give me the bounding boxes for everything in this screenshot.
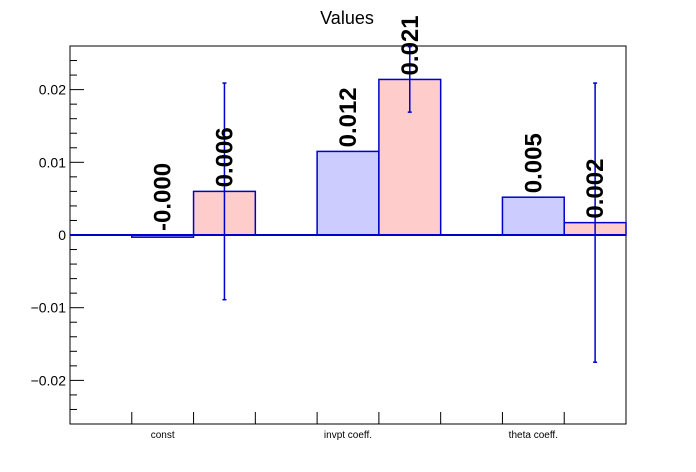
error-bars-layer: [222, 45, 598, 363]
data-label: 0.002: [582, 159, 609, 219]
category-label: invpt coeff.: [324, 430, 372, 441]
data-label: 0.021: [397, 15, 424, 75]
data-labels-layer: -0.000 0.012 0.005 0.006 0.021 0.002: [150, 15, 609, 231]
y-tick-label: 0: [58, 227, 66, 243]
y-tick-label: 0.01: [39, 154, 66, 170]
y-tick-label: −0.01: [31, 300, 67, 316]
y-tick-label: 0.02: [39, 82, 66, 98]
y-tick-label: −0.02: [31, 372, 67, 388]
category-label: theta coeff.: [509, 430, 558, 441]
data-label: 0.006: [211, 127, 238, 187]
bar: [501, 196, 565, 236]
bars-layer: [131, 78, 627, 238]
data-label: -0.000: [150, 163, 177, 231]
category-label: const: [151, 430, 175, 441]
chart-title: Values: [320, 8, 374, 28]
data-label: 0.005: [520, 133, 547, 193]
axes-layer: −0.02 −0.01 0 0.01 0.02 const invpt coeff. thet…: [31, 45, 626, 441]
data-label: 0.012: [335, 87, 362, 147]
bar: [316, 150, 380, 236]
